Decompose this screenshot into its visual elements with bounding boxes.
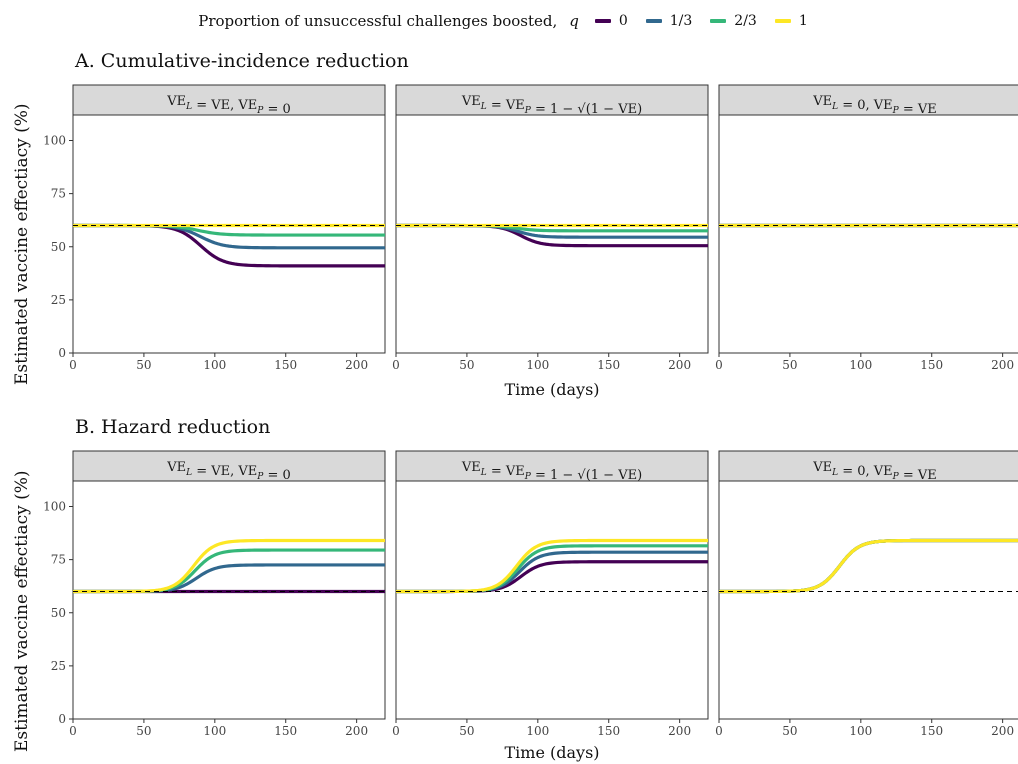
- x-tick-label: 150: [920, 724, 943, 738]
- x-tick-label: 100: [526, 358, 549, 372]
- series-line-1: [719, 538, 1018, 594]
- facet-strip-label: VEL = 0, VEP = VE: [812, 94, 937, 117]
- y-tick-label: 50: [51, 240, 66, 254]
- x-tick-label: 200: [345, 358, 368, 372]
- x-tick-label: 50: [136, 358, 151, 372]
- legend-swatch-1: [645, 19, 662, 23]
- y-tick-label: 0: [58, 712, 66, 726]
- x-tick-label: 150: [597, 358, 620, 372]
- x-tick-label: 100: [849, 724, 872, 738]
- legend-swatch-0: [594, 19, 611, 23]
- section-title-B: B. Hazard reduction: [75, 416, 271, 438]
- panel-B-1: VEL = VE, VEP = 0 0 50 100 150 200: [69, 450, 386, 738]
- x-tick-label: 0: [715, 358, 723, 372]
- y-tick-label: 0: [58, 346, 66, 360]
- x-tick-label: 200: [991, 724, 1014, 738]
- series-line-1: [396, 538, 708, 594]
- x-tick-label: 100: [203, 724, 226, 738]
- x-tick-label: 200: [991, 358, 1014, 372]
- x-tick-label: 50: [459, 724, 474, 738]
- facet-strip-label: VEL = VE, VEP = 0: [166, 460, 291, 483]
- legend-item-2: 2/3: [710, 13, 757, 29]
- x-tick-label: 150: [274, 724, 297, 738]
- legend-label-2: 2/3: [734, 13, 757, 29]
- x-tick-label: 200: [668, 724, 691, 738]
- facet-strip: [718, 84, 1018, 116]
- facet-strip-label: VEL = VEP = 1 − √(1 − VE): [461, 94, 642, 117]
- legend-item-0: 0: [594, 13, 628, 29]
- facet-strip: [395, 450, 709, 482]
- x-tick-label: 0: [69, 724, 77, 738]
- legend-swatch-2: [710, 19, 727, 23]
- x-tick-label: 150: [274, 358, 297, 372]
- panel-A-1: VEL = VE, VEP = 0 0 50 100 150 200: [69, 84, 386, 372]
- facet-strip-label: VEL = 0, VEP = VE: [812, 460, 937, 483]
- y-tick-label: 75: [51, 187, 66, 201]
- facet-strip-label: VEL = VE, VEP = 0: [166, 94, 291, 117]
- y-tick-label: 25: [51, 293, 66, 307]
- legend-item-3: 1: [774, 13, 808, 29]
- x-tick-label: 200: [668, 358, 691, 372]
- x-axis-label-B: Time (days): [504, 743, 600, 762]
- panel-B-2: VEL = VEP = 1 − √(1 − VE) 0 50 100 150 200: [392, 450, 709, 738]
- y-tick-label: 75: [51, 553, 66, 567]
- x-tick-label: 50: [459, 358, 474, 372]
- legend-title: Proportion of unsuccessful challenges bo…: [198, 12, 558, 30]
- x-tick-label: 100: [203, 358, 226, 372]
- x-tick-label: 100: [849, 358, 872, 372]
- y-tick-label: 50: [51, 606, 66, 620]
- y-tick-label: 100: [43, 500, 66, 514]
- x-tick-label: 0: [69, 358, 77, 372]
- legend-label-3: 1: [798, 13, 808, 29]
- y-tick-label: 25: [51, 659, 66, 673]
- plot-area: [395, 480, 709, 720]
- legend-symbol: q: [569, 12, 579, 30]
- plot-area: [395, 114, 709, 354]
- legend-item-1: 1/3: [645, 13, 693, 29]
- x-tick-label: 50: [782, 358, 797, 372]
- x-tick-label: 0: [392, 724, 400, 738]
- plot-area: [72, 480, 386, 720]
- plot-area: [718, 114, 1018, 354]
- x-tick-label: 0: [715, 724, 723, 738]
- facet-strip-label: VEL = VEP = 1 − √(1 − VE): [461, 460, 642, 483]
- section-title-A: A. Cumulative-incidence reduction: [75, 50, 409, 72]
- x-tick-label: 0: [392, 358, 400, 372]
- facet-strip: [72, 450, 386, 482]
- x-tick-label: 150: [597, 724, 620, 738]
- x-tick-label: 100: [526, 724, 549, 738]
- x-tick-label: 50: [136, 724, 151, 738]
- legend-label-0: 0: [618, 13, 628, 29]
- series-line-1: [73, 538, 385, 594]
- x-tick-label: 200: [345, 724, 368, 738]
- panel-A-2: VEL = VEP = 1 − √(1 − VE) 0 50 100 150 200: [392, 84, 709, 372]
- panel-A-3: VEL = 0, VEP = VE 0 50 100 150 200: [715, 84, 1018, 372]
- legend: Proportion of unsuccessful challenges bo…: [0, 8, 1018, 34]
- panel-B-3: VEL = 0, VEP = VE 0 50 100 150 200: [715, 450, 1018, 738]
- y-tick-label: 100: [43, 134, 66, 148]
- facet-strip: [72, 84, 386, 116]
- x-tick-label: 150: [920, 358, 943, 372]
- plot-area: [718, 480, 1018, 720]
- x-tick-label: 50: [782, 724, 797, 738]
- legend-label-1: 1/3: [669, 13, 693, 29]
- x-axis-label-A: Time (days): [504, 380, 600, 399]
- facet-strip: [718, 450, 1018, 482]
- facet-strip: [395, 84, 709, 116]
- legend-swatch-3: [774, 19, 791, 23]
